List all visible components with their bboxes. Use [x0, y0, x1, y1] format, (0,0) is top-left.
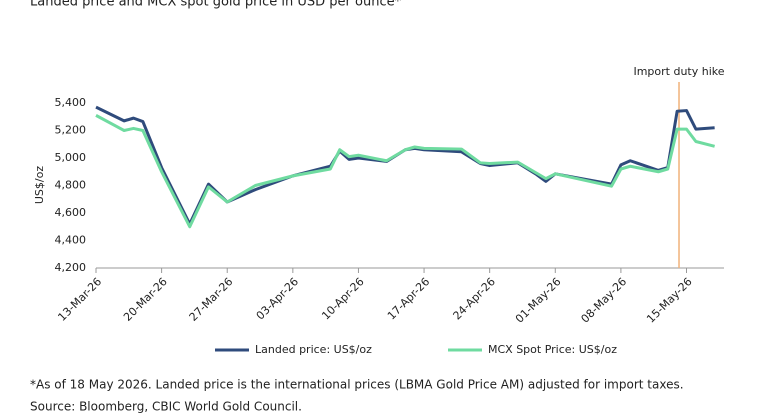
- x-tick-label: 08-May-26: [579, 275, 630, 326]
- y-tick-label: 4,800: [55, 179, 87, 192]
- y-tick-label: 5,000: [55, 151, 87, 164]
- x-tick-label: 17-Apr-26: [385, 275, 432, 322]
- y-tick-label: 5,400: [55, 96, 87, 109]
- series-line: [95, 114, 716, 229]
- legend-label: Landed price: US$/oz: [255, 343, 372, 356]
- legend-label: MCX Spot Price: US$/oz: [488, 343, 617, 356]
- y-tick-label: 4,600: [55, 206, 87, 219]
- x-tick-label: 15-May-26: [644, 275, 695, 326]
- series-line: [95, 105, 715, 226]
- x-tick-label: 13-Mar-26: [55, 275, 104, 324]
- x-tick-label: 01-May-26: [513, 275, 564, 326]
- x-tick-label: 24-Apr-26: [451, 275, 498, 322]
- x-tick-label: 20-Mar-26: [121, 275, 170, 324]
- annotation-text: Import duty hike: [633, 65, 724, 78]
- y-tick-label: 4,400: [55, 234, 87, 247]
- y-tick-label: 4,200: [55, 261, 87, 274]
- footnote: Source: Bloomberg, CBIC World Gold Counc…: [30, 400, 302, 414]
- y-axis-label: US$/oz: [33, 166, 46, 204]
- x-tick-label: 27-Mar-26: [187, 275, 236, 324]
- footnote: *As of 18 May 2026. Landed price is the …: [30, 378, 684, 392]
- x-tick-label: 10-Apr-26: [319, 275, 366, 322]
- y-tick-label: 5,200: [55, 124, 87, 137]
- x-tick-label: 03-Apr-26: [254, 275, 301, 322]
- chart-title: Landed price and MCX spot gold price in …: [30, 0, 402, 10]
